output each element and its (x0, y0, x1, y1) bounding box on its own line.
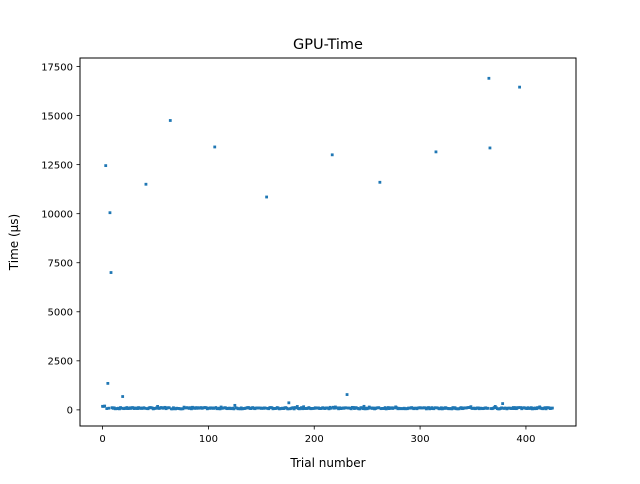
data-point (329, 406, 333, 410)
data-point (517, 406, 520, 409)
y-tick-label: 10000 (41, 209, 73, 220)
x-tick-label: 300 (411, 434, 430, 445)
plot-frame (79, 57, 577, 427)
y-axis-ticks: 0 2500 5000 7500 10000 12500 15000 17500 (41, 62, 80, 417)
data-point (103, 404, 107, 408)
data-point (156, 405, 159, 408)
data-point (501, 402, 505, 405)
chart-title: GPU-Time (293, 37, 363, 53)
data-point (155, 406, 158, 410)
data-point (301, 407, 304, 411)
x-tick-label: 100 (199, 434, 218, 445)
data-point (167, 406, 171, 410)
data-point (120, 406, 123, 410)
data-point (213, 145, 217, 149)
data-point (190, 407, 193, 411)
data-point (327, 407, 331, 411)
x-axis-label: Trial number (289, 456, 365, 470)
data-point (378, 180, 382, 184)
data-point (287, 401, 291, 405)
data-point (500, 406, 503, 410)
data-point (434, 150, 438, 154)
y-tick-label: 15000 (41, 111, 73, 122)
data-point (232, 407, 236, 411)
data-point (144, 182, 148, 186)
data-point (168, 119, 172, 122)
data-point (106, 381, 110, 385)
data-point (487, 76, 491, 80)
data-point (265, 195, 269, 199)
data-point (105, 407, 109, 410)
data-point (109, 271, 113, 274)
y-tick-label: 5000 (48, 308, 73, 319)
data-point (344, 406, 348, 410)
data-point (212, 406, 216, 410)
y-tick-label: 2500 (48, 357, 73, 368)
data-point (377, 406, 381, 410)
data-point (108, 211, 112, 215)
data-point (104, 164, 108, 168)
data-point (330, 153, 334, 157)
data-point (551, 406, 554, 410)
y-tick-label: 12500 (41, 160, 73, 171)
data-point (345, 393, 349, 396)
data-point (143, 406, 147, 410)
x-tick-label: 200 (305, 434, 324, 445)
x-axis-ticks: 0 100 200 300 400 (99, 426, 535, 445)
data-point (302, 405, 306, 409)
y-tick-label: 7500 (48, 259, 73, 270)
data-point (107, 406, 111, 410)
data-point (233, 403, 237, 407)
data-point (486, 406, 490, 410)
data-point (362, 404, 366, 408)
data-point (361, 407, 365, 411)
data-point (218, 407, 222, 411)
y-tick-label: 0 (67, 406, 73, 417)
data-point (286, 407, 290, 411)
y-axis-label: Time (µs) (7, 214, 21, 271)
data-point (433, 406, 437, 410)
data-point (469, 405, 473, 409)
data-point (488, 146, 492, 150)
x-tick-label: 0 (99, 434, 105, 445)
data-points (101, 76, 554, 411)
y-tick-label: 17500 (41, 62, 73, 73)
data-point (181, 407, 185, 411)
x-tick-label: 400 (516, 434, 535, 445)
data-point (518, 85, 521, 89)
data-point (264, 406, 267, 410)
data-point (295, 405, 299, 408)
data-point (121, 395, 125, 398)
